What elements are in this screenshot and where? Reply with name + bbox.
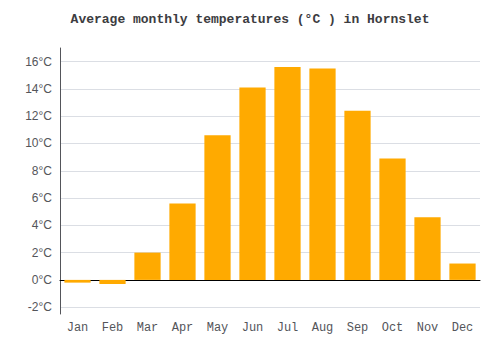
svg-text:Dec: Dec — [452, 321, 474, 335]
svg-text:Oct: Oct — [382, 321, 404, 335]
svg-text:Nov: Nov — [417, 321, 439, 335]
svg-text:14°C: 14°C — [25, 82, 52, 96]
svg-text:12°C: 12°C — [25, 109, 52, 123]
svg-text:6°C: 6°C — [32, 191, 52, 205]
svg-text:16°C: 16°C — [25, 55, 52, 69]
svg-text:Jul: Jul — [277, 321, 299, 335]
svg-text:Aug: Aug — [312, 321, 334, 335]
svg-text:Sep: Sep — [347, 321, 369, 335]
svg-text:Jan: Jan — [67, 321, 89, 335]
svg-text:10°C: 10°C — [25, 136, 52, 150]
svg-text:May: May — [207, 321, 229, 335]
svg-text:Average monthly temperatures (: Average monthly temperatures (°C ) in Ho… — [71, 12, 430, 27]
svg-text:8°C: 8°C — [32, 164, 52, 178]
svg-text:Mar: Mar — [137, 321, 159, 335]
svg-text:2°C: 2°C — [32, 246, 52, 260]
svg-text:4°C: 4°C — [32, 218, 52, 232]
svg-text:Jun: Jun — [242, 321, 264, 335]
svg-text:Apr: Apr — [172, 321, 194, 335]
svg-text:-2°C: -2°C — [28, 300, 52, 314]
svg-text:Feb: Feb — [102, 321, 124, 335]
svg-text:0°C: 0°C — [32, 273, 52, 287]
